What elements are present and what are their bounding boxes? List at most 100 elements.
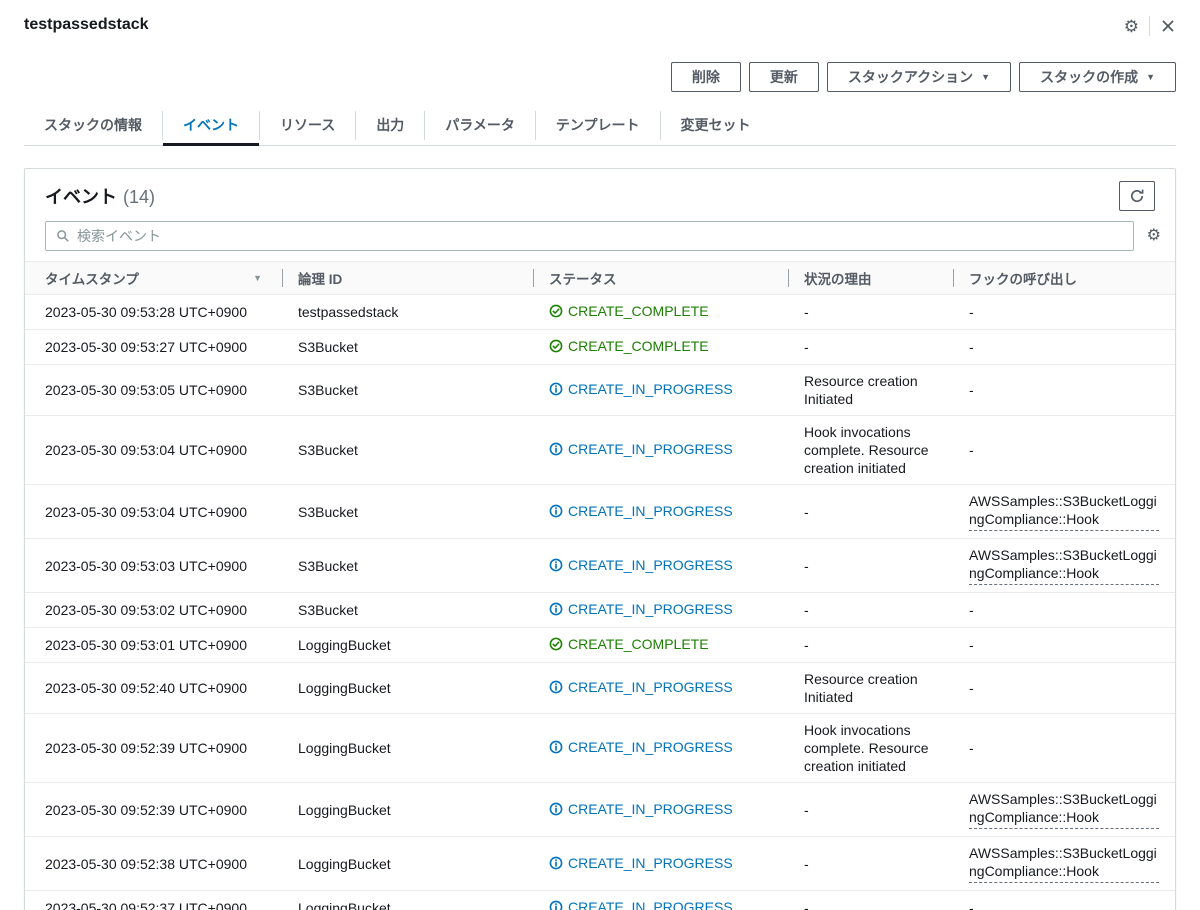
status-badge: CREATE_COMPLETE — [549, 337, 709, 355]
search-icon — [57, 230, 69, 242]
tab-template[interactable]: テンプレート — [555, 117, 640, 133]
column-label: タイムスタンプ — [45, 272, 139, 287]
stack-actions-toolbar: 削除 更新 スタックアクション ▼ スタックの作成 ▼ — [0, 36, 1200, 92]
cell-logical-id: S3Bucket — [282, 592, 533, 628]
check-circle-icon — [549, 339, 563, 353]
cell-logical-id: LoggingBucket — [282, 662, 533, 714]
tabs-bar: スタックの情報 イベント リソース 出力 パラメータ テンプレート 変更セット — [24, 106, 1176, 146]
cell-hook-invocations: - — [953, 662, 1175, 714]
cell-hook-invocations: - — [953, 713, 1175, 783]
cell-status: CREATE_IN_PROGRESS — [533, 415, 788, 485]
cell-timestamp: 2023-05-30 09:53:04 UTC+0900 — [25, 415, 282, 485]
search-input[interactable] — [77, 228, 1123, 244]
cell-timestamp: 2023-05-30 09:52:40 UTC+0900 — [25, 662, 282, 714]
info-circle-icon — [549, 602, 563, 616]
cell-logical-id: S3Bucket — [282, 538, 533, 593]
stack-actions-dropdown-button[interactable]: スタックアクション ▼ — [826, 62, 1012, 92]
tab-parameters[interactable]: パラメータ — [445, 117, 515, 133]
tab-divider — [659, 111, 661, 140]
tab-events[interactable]: イベント — [163, 106, 259, 146]
table-row: 2023-05-30 09:53:04 UTC+0900 S3Bucket CREA… — [25, 484, 1175, 539]
status-label: CREATE_IN_PROGRESS — [568, 854, 733, 871]
create-stack-label: スタックの作成 — [1040, 69, 1139, 85]
tab-change-sets[interactable]: 変更セット — [680, 117, 751, 133]
hook-name-tooltip-text[interactable]: AWSSamples::S3BucketLoggingCompliance::H… — [969, 844, 1159, 883]
hook-name-tooltip-text[interactable]: AWSSamples::S3BucketLoggingCompliance::H… — [969, 546, 1159, 585]
hook-name-tooltip-text[interactable]: AWSSamples::S3BucketLoggingCompliance::H… — [969, 492, 1159, 531]
cell-status-reason: - — [788, 782, 953, 837]
cell-status: CREATE_IN_PROGRESS — [533, 662, 788, 714]
refresh-button[interactable] — [1119, 181, 1155, 211]
cell-hook-invocations: - — [953, 364, 1175, 416]
settings-gear-icon[interactable]: ⚙ — [1123, 16, 1139, 36]
cell-timestamp: 2023-05-30 09:53:05 UTC+0900 — [25, 364, 282, 416]
status-badge: CREATE_COMPLETE — [549, 302, 709, 320]
search-row: ⚙ — [25, 217, 1175, 261]
update-button-label: 更新 — [769, 69, 798, 85]
cell-logical-id: LoggingBucket — [282, 836, 533, 891]
cell-status-reason: - — [788, 329, 953, 365]
table-row: 2023-05-30 09:53:28 UTC+0900 testpassedst… — [25, 295, 1175, 330]
events-panel: イベント (14) ⚙ — [24, 168, 1176, 910]
cell-timestamp: 2023-05-30 09:53:03 UTC+0900 — [25, 538, 282, 593]
search-box[interactable] — [45, 221, 1134, 251]
cell-status-reason: Hook invocations complete. Resource crea… — [788, 415, 953, 485]
close-icon[interactable] — [1160, 18, 1176, 34]
cell-hook-invocations: - — [953, 592, 1175, 628]
cell-logical-id: S3Bucket — [282, 329, 533, 365]
cell-logical-id: LoggingBucket — [282, 890, 533, 910]
cell-status: CREATE_IN_PROGRESS — [533, 364, 788, 416]
stack-actions-label: スタックアクション — [847, 69, 974, 85]
cell-logical-id: LoggingBucket — [282, 627, 533, 663]
cell-status-reason: - — [788, 836, 953, 891]
table-row: 2023-05-30 09:53:04 UTC+0900 S3Bucket CREA… — [25, 415, 1175, 485]
tab-outputs[interactable]: 出力 — [376, 117, 405, 133]
status-badge: CREATE_COMPLETE — [549, 635, 709, 653]
status-label: CREATE_COMPLETE — [568, 636, 709, 652]
status-badge: CREATE_IN_PROGRESS — [549, 854, 733, 872]
cell-timestamp: 2023-05-30 09:52:39 UTC+0900 — [25, 713, 282, 783]
table-row: 2023-05-30 09:52:37 UTC+0900 LoggingBucke… — [25, 890, 1175, 910]
column-header-timestamp[interactable]: タイムスタンプ ▼ — [25, 261, 282, 295]
events-panel-title-group: イベント (14) — [45, 183, 155, 209]
cell-status: CREATE_COMPLETE — [533, 329, 788, 365]
cell-status-reason: Resource creation Initiated — [788, 364, 953, 416]
table-row: 2023-05-30 09:53:03 UTC+0900 S3Bucket CREA… — [25, 538, 1175, 593]
icon-divider — [1149, 16, 1150, 36]
caret-down-icon: ▼ — [981, 71, 991, 82]
title-bar: testpassedstack ⚙ — [0, 0, 1200, 36]
cell-timestamp: 2023-05-30 09:53:27 UTC+0900 — [25, 329, 282, 365]
cell-status-reason: - — [788, 890, 953, 910]
cell-hook-invocations: - — [969, 304, 974, 320]
cell-status: CREATE_COMPLETE — [533, 295, 788, 330]
table-preferences-gear-icon[interactable]: ⚙ — [1146, 227, 1161, 244]
table-row: 2023-05-30 09:53:02 UTC+0900 S3Bucket CREA… — [25, 592, 1175, 628]
cell-hook-invocations: - — [953, 890, 1175, 910]
column-header-logical-id: 論理 ID — [282, 261, 533, 295]
delete-button[interactable]: 削除 — [670, 62, 741, 92]
create-stack-dropdown-button[interactable]: スタックの作成 ▼ — [1019, 62, 1176, 92]
cell-status-reason: Resource creation Initiated — [788, 662, 953, 714]
status-label: CREATE_IN_PROGRESS — [568, 502, 733, 519]
update-button[interactable]: 更新 — [748, 62, 819, 92]
status-label: CREATE_IN_PROGRESS — [568, 441, 733, 457]
cell-status-reason: - — [788, 484, 953, 539]
tab-resources[interactable]: リソース — [280, 117, 336, 133]
cell-status: CREATE_IN_PROGRESS — [533, 836, 788, 891]
table-row: 2023-05-30 09:52:39 UTC+0900 LoggingBucke… — [25, 782, 1175, 837]
cell-logical-id: S3Bucket — [282, 415, 533, 485]
status-label: CREATE_COMPLETE — [568, 303, 709, 319]
status-label: CREATE_IN_PROGRESS — [568, 679, 733, 695]
tab-divider — [534, 111, 536, 140]
status-label: CREATE_IN_PROGRESS — [568, 739, 733, 755]
check-circle-icon — [549, 637, 563, 651]
events-panel-header: イベント (14) — [25, 169, 1175, 217]
info-circle-icon — [549, 382, 563, 396]
hook-name-tooltip-text[interactable]: AWSSamples::S3BucketLoggingCompliance::H… — [969, 790, 1159, 829]
cell-status-reason: - — [788, 538, 953, 593]
status-badge: CREATE_IN_PROGRESS — [549, 556, 733, 574]
tab-stack-info[interactable]: スタックの情報 — [44, 117, 142, 133]
cell-logical-id: LoggingBucket — [282, 713, 533, 783]
cell-timestamp: 2023-05-30 09:52:37 UTC+0900 — [25, 890, 282, 910]
